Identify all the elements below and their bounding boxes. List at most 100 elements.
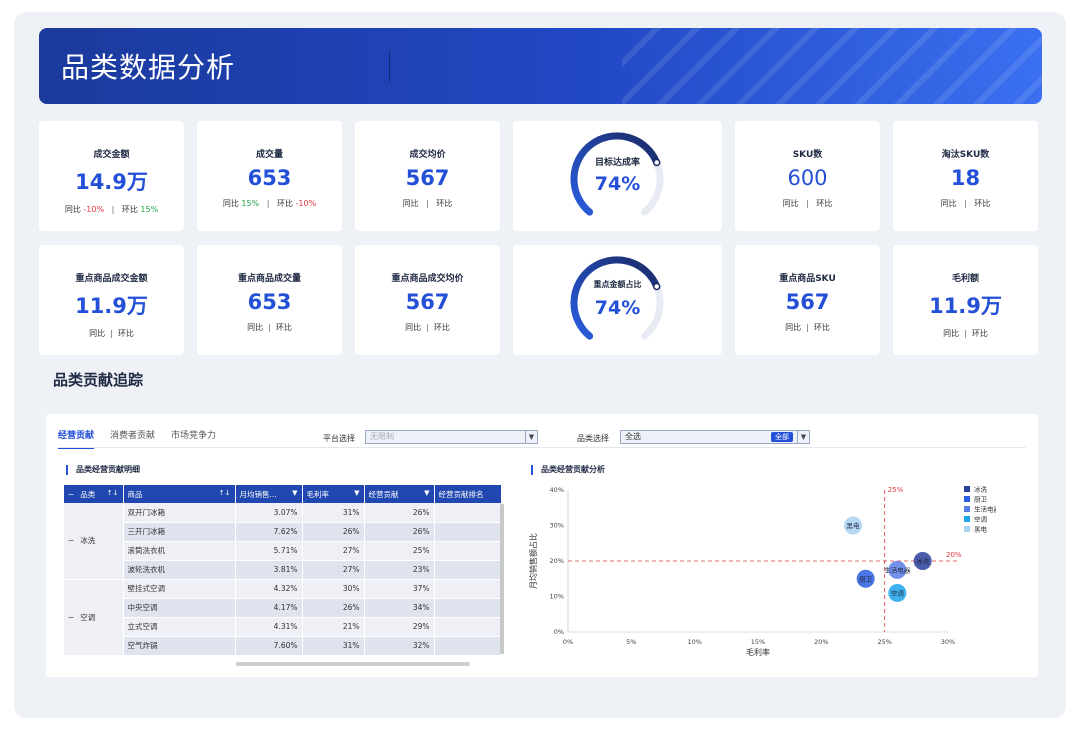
yoy-label: 同比 <box>247 323 264 332</box>
yoy-value: 15% <box>241 199 260 208</box>
kpi-card-gmv[interactable]: 成交金额 14.9万 同比 -10% | 环比 15% <box>39 121 184 231</box>
contribution-cell: 32% <box>364 636 435 656</box>
legend-label: 冰洗 <box>974 485 988 494</box>
kpi-label: SKU数 <box>792 150 823 160</box>
kpi-value: 14.9万 <box>75 170 148 194</box>
kpi-card-key-volume[interactable]: 重点商品成交量 653 同比 | 环比 <box>197 245 342 355</box>
header-contribution-rank[interactable]: 经营贡献排名 <box>434 485 502 503</box>
kpi-label: 重点商品成交量 <box>237 274 301 284</box>
table-vertical-scrollbar[interactable] <box>500 504 504 654</box>
table-horizontal-scrollbar[interactable] <box>236 662 470 666</box>
table-title: 品类经营贡献明细 <box>66 465 140 475</box>
kpi-compare: 同比 | 环比 <box>247 323 292 332</box>
kpi-card-key-gmv[interactable]: 重点商品成交金额 11.9万 同比 | 环比 <box>39 245 184 355</box>
header-monthly-sales[interactable]: 月均销售... ▼ <box>235 485 303 503</box>
kpi-card-gross-profit[interactable]: 毛利额 11.9万 同比 | 环比 <box>893 245 1038 355</box>
chevron-down-icon[interactable]: ▼ <box>797 431 809 443</box>
filter-dropdown-icon[interactable]: ▼ <box>424 489 430 497</box>
kpi-value: 600 <box>787 166 828 190</box>
table-row[interactable]: 三开门冰箱 7.62% 26% 26% <box>64 522 502 542</box>
rank-cell <box>434 541 502 561</box>
mom-label: 环比 <box>276 199 293 208</box>
mom-label: 环比 <box>275 323 292 332</box>
chevron-down-icon[interactable]: ▼ <box>525 431 537 443</box>
x-tick-label: 15% <box>751 638 765 646</box>
margin-cell: 27% <box>302 560 365 580</box>
gauge-card-target-rate[interactable]: 目标达成率 74% <box>513 121 722 231</box>
gauge-end-marker <box>652 282 661 291</box>
platform-select-placeholder: 无限制 <box>370 432 394 441</box>
yoy-label: 同比 <box>402 199 419 208</box>
contribution-cell: 26% <box>364 503 435 523</box>
kpi-card-sku[interactable]: SKU数 600 同比 | 环比 <box>735 121 880 231</box>
gauge-target-rate <box>570 132 664 216</box>
yoy-label: 同比 <box>405 323 422 332</box>
header-contribution[interactable]: 经营贡献 ▼ <box>364 485 435 503</box>
rank-cell <box>434 636 502 656</box>
kpi-card-eliminated-sku[interactable]: 淘汰SKU数 18 同比 | 环比 <box>893 121 1038 231</box>
collapse-icon[interactable]: − <box>68 612 75 622</box>
yoy-value: -10% <box>83 205 105 214</box>
collapse-icon[interactable]: − <box>68 536 75 546</box>
header-decoration <box>622 28 1042 104</box>
header-product[interactable]: 商品 ↑↓ <box>123 485 236 503</box>
rank-cell <box>434 617 502 637</box>
point-label: 冰洗 <box>916 557 930 566</box>
yoy-label: 同比 <box>222 199 239 208</box>
kpi-card-avg-price[interactable]: 成交均价 567 同比 | 环比 <box>355 121 500 231</box>
margin-cell: 21% <box>302 617 365 637</box>
sort-icon[interactable]: ↑↓ <box>218 489 231 497</box>
table-row[interactable]: 空气炸锅 7.60% 31% 32% <box>64 636 502 656</box>
platform-select[interactable]: 无限制 ▼ <box>365 430 538 444</box>
margin-cell: 26% <box>302 522 365 542</box>
kpi-value: 567 <box>405 166 450 190</box>
tab-market-competitiveness[interactable]: 市场竞争力 <box>171 431 217 441</box>
filter-dropdown-icon[interactable]: ▼ <box>354 489 360 497</box>
contribution-scatter-chart[interactable]: 0% 5% 10% 15% 20% 25% 30% 0% 10% 20% 30% 40% 25% 20%… <box>526 480 996 670</box>
kpi-card-key-sku[interactable]: 重点商品SKU 567 同比 | 环比 <box>735 245 880 355</box>
chart-title: 品类经营贡献分析 <box>531 465 605 475</box>
gauge-label: 目标达成率 <box>594 158 640 168</box>
sales-share-cell: 3.07% <box>235 503 303 523</box>
header-category[interactable]: − 品类 ↑↓ <box>64 485 124 503</box>
kpi-value: 11.9万 <box>929 294 1002 318</box>
tab-consumer-contribution[interactable]: 消费者贡献 <box>110 431 156 441</box>
scatter-point <box>888 583 907 602</box>
y-tick-label: 40% <box>550 486 564 494</box>
gauge-value: 74% <box>594 297 641 319</box>
table-row[interactable]: 波轮洗衣机 3.81% 27% 23% <box>64 560 502 580</box>
table-row[interactable]: − 空调 壁挂式空调 4.32% 30% 37% <box>64 579 502 656</box>
legend-swatch <box>964 486 970 492</box>
category-select[interactable]: 全选 全部 ▼ <box>620 430 810 444</box>
margin-cell: 26% <box>302 598 365 618</box>
legend-swatch <box>964 496 970 502</box>
kpi-card-volume[interactable]: 成交量 653 同比 15% | 环比 -10% <box>197 121 342 231</box>
kpi-compare: 同比 15% | 环比 -10% <box>222 199 317 208</box>
header-gross-margin[interactable]: 毛利率 ▼ <box>302 485 365 503</box>
tab-operating-contribution[interactable]: 经营贡献 <box>58 428 95 449</box>
table-row[interactable]: 立式空调 4.31% 21% 29% <box>64 617 502 637</box>
sales-share-cell: 7.60% <box>235 636 303 656</box>
kpi-value: 18 <box>950 166 981 190</box>
filter-dropdown-icon[interactable]: ▼ <box>292 489 298 497</box>
category-cell[interactable]: − 空调 <box>64 579 124 656</box>
sort-icon[interactable]: ↑↓ <box>106 489 119 497</box>
table-row[interactable]: 中央空调 4.17% 26% 34% <box>64 598 502 618</box>
product-cell: 滚筒洗衣机 <box>123 541 236 561</box>
legend-label: 厨卫 <box>974 496 988 504</box>
point-label: 厨卫 <box>859 575 873 583</box>
table-row[interactable]: − 冰洗 双开门冰箱 3.07% 31% 26% <box>64 503 502 580</box>
gauge-card-key-share[interactable]: 重点金额占比 74% <box>513 245 722 355</box>
kpi-card-key-avg-price[interactable]: 重点商品成交均价 567 同比 | 环比 <box>355 245 500 355</box>
table-header-row: − 品类 ↑↓ 商品 ↑↓ 月均销售... ▼ 毛利率 ▼ 经营贡献 ▼ 经营贡献排名 <box>64 485 502 503</box>
mom-label: 环比 <box>974 199 991 208</box>
contribution-cell: 37% <box>364 579 435 599</box>
scatter-point <box>856 569 875 588</box>
gauge-key-share <box>570 256 664 340</box>
category-cell[interactable]: − 冰洗 <box>64 503 124 580</box>
mom-label: 环比 <box>436 199 453 208</box>
rank-cell <box>434 522 502 542</box>
rank-cell <box>434 579 502 599</box>
product-cell: 壁挂式空调 <box>123 579 236 599</box>
table-row[interactable]: 滚筒洗衣机 5.71% 27% 25% <box>64 541 502 561</box>
